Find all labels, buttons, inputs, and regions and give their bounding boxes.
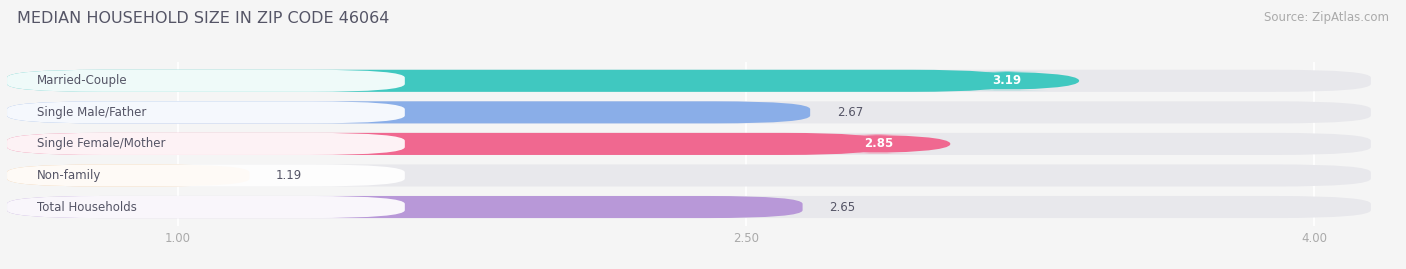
FancyBboxPatch shape xyxy=(7,70,1371,92)
FancyBboxPatch shape xyxy=(807,134,950,153)
FancyBboxPatch shape xyxy=(7,101,1371,123)
Text: 2.67: 2.67 xyxy=(837,106,863,119)
Text: Single Male/Father: Single Male/Father xyxy=(38,106,146,119)
Text: 2.85: 2.85 xyxy=(863,137,893,150)
Text: Non-family: Non-family xyxy=(38,169,101,182)
FancyBboxPatch shape xyxy=(7,133,405,155)
FancyBboxPatch shape xyxy=(7,196,803,218)
FancyBboxPatch shape xyxy=(7,164,249,186)
FancyBboxPatch shape xyxy=(7,133,1371,155)
FancyBboxPatch shape xyxy=(7,164,1371,186)
FancyBboxPatch shape xyxy=(7,133,879,155)
Text: Source: ZipAtlas.com: Source: ZipAtlas.com xyxy=(1264,11,1389,24)
Text: Total Households: Total Households xyxy=(38,200,138,214)
FancyBboxPatch shape xyxy=(7,101,810,123)
Text: 3.19: 3.19 xyxy=(993,74,1022,87)
Text: 2.65: 2.65 xyxy=(830,200,855,214)
FancyBboxPatch shape xyxy=(7,164,405,186)
FancyBboxPatch shape xyxy=(935,71,1080,90)
FancyBboxPatch shape xyxy=(7,101,405,123)
FancyBboxPatch shape xyxy=(7,196,405,218)
Text: MEDIAN HOUSEHOLD SIZE IN ZIP CODE 46064: MEDIAN HOUSEHOLD SIZE IN ZIP CODE 46064 xyxy=(17,11,389,26)
FancyBboxPatch shape xyxy=(7,196,1371,218)
Text: Married-Couple: Married-Couple xyxy=(38,74,128,87)
FancyBboxPatch shape xyxy=(7,70,405,92)
Text: Single Female/Mother: Single Female/Mother xyxy=(38,137,166,150)
FancyBboxPatch shape xyxy=(7,70,1007,92)
Text: 1.19: 1.19 xyxy=(276,169,302,182)
